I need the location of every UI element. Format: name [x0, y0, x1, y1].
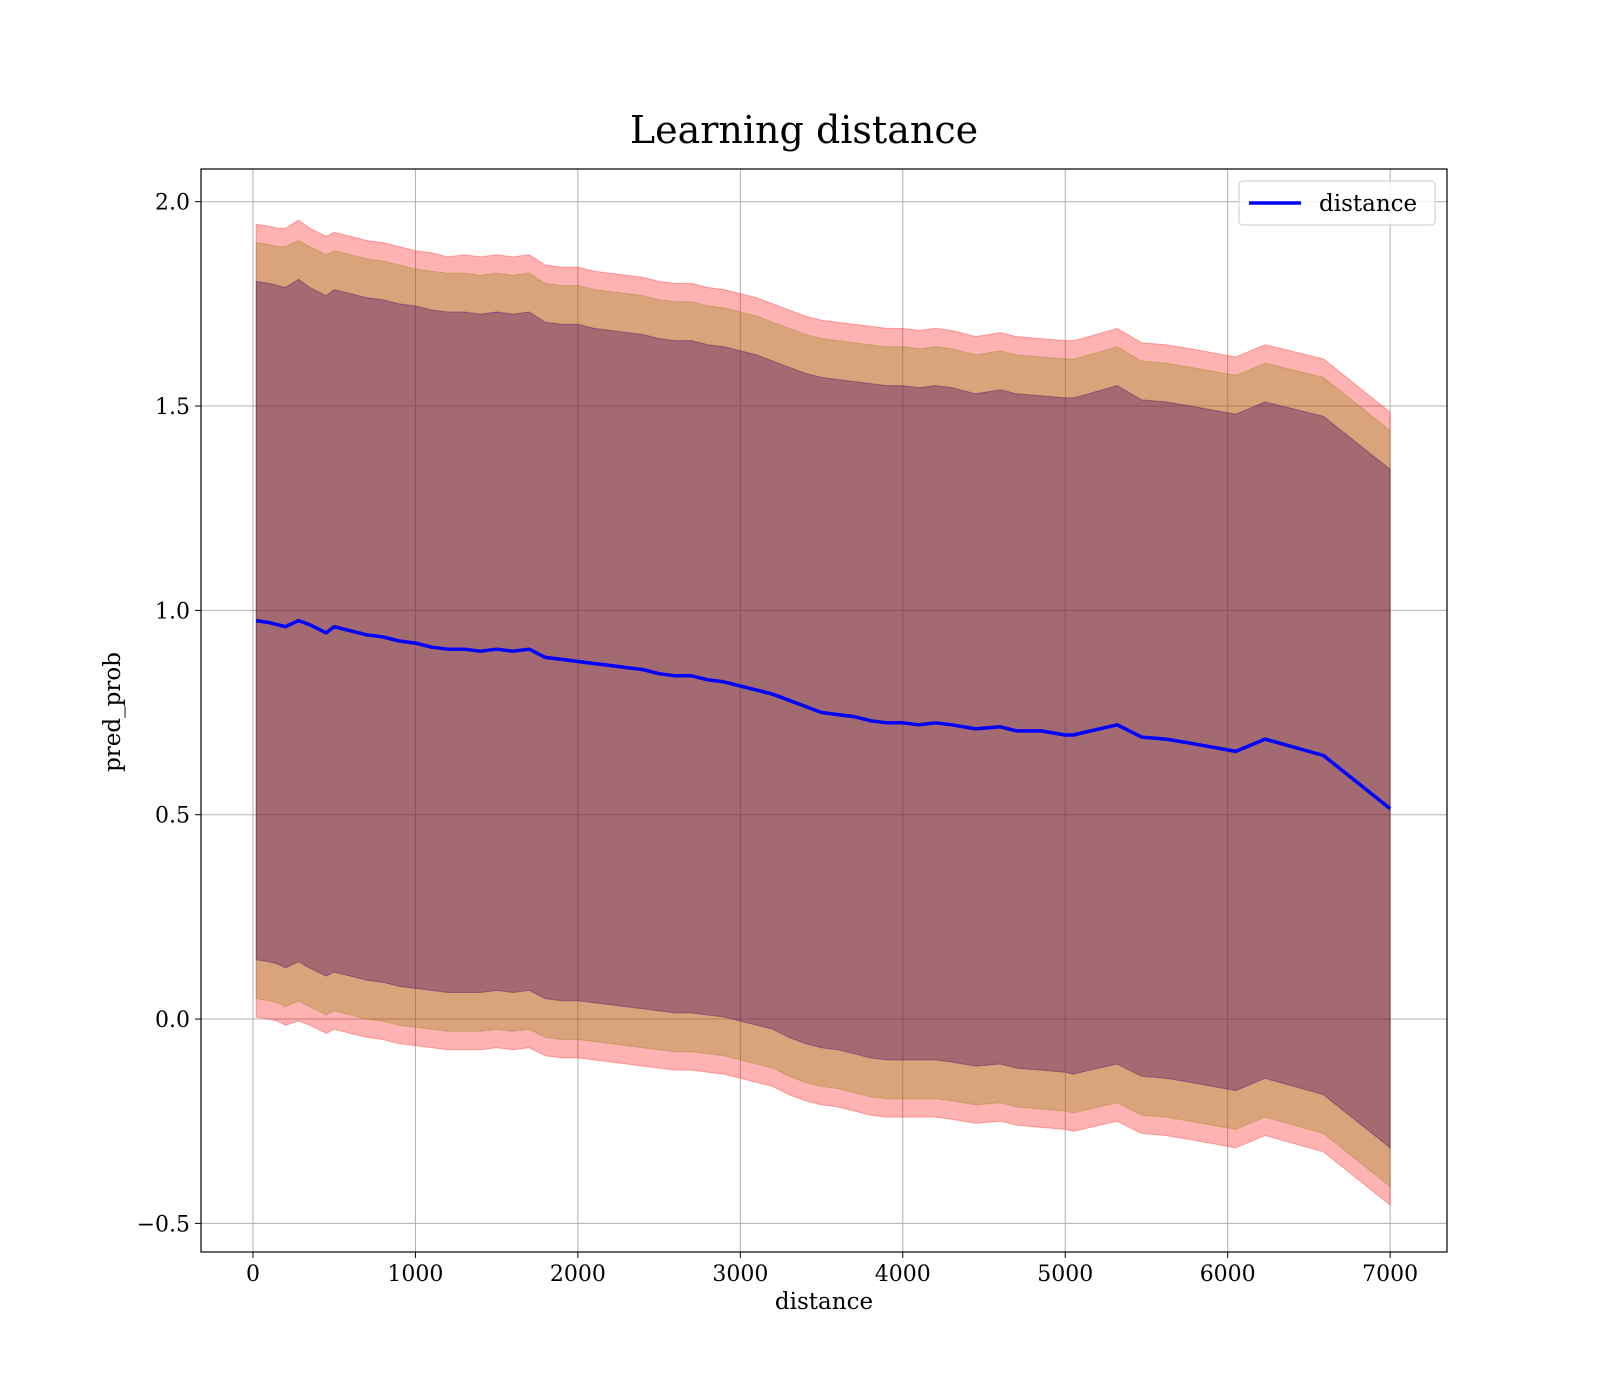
plot-frame [200, 168, 1448, 1253]
x-tick-label: 7000 [1362, 1262, 1418, 1287]
y-tick-label: 0.0 [155, 1008, 190, 1033]
x-tick-label: 3000 [712, 1262, 768, 1287]
x-tick-label: 6000 [1200, 1262, 1256, 1287]
y-axis-label: pred_prob [100, 652, 126, 772]
series-line-distance [255, 618, 1392, 810]
chart-title: Learning distance [630, 108, 978, 152]
y-tick-label: 0.5 [155, 804, 190, 829]
y-tick-label: 1.5 [155, 395, 190, 420]
series-lines [255, 618, 1392, 810]
legend: distance [1238, 180, 1436, 226]
legend-entry: distance [1319, 191, 1417, 217]
y-tick-label: −0.5 [137, 1212, 190, 1237]
x-tick-label: 0 [246, 1262, 260, 1287]
x-axis-ticks: 0 1000 2000 3000 4000 5000 6000 7000 [246, 1252, 1418, 1287]
y-axis-ticks: −0.5 0.0 0.5 1.0 1.5 2.0 [137, 191, 201, 1237]
y-tick-label: 1.0 [155, 599, 190, 624]
x-tick-label: 1000 [387, 1262, 443, 1287]
y-tick-label: 2.0 [155, 191, 190, 216]
x-tick-label: 2000 [550, 1262, 606, 1287]
x-tick-label: 5000 [1037, 1262, 1093, 1287]
legend-box [1238, 180, 1436, 226]
x-tick-label: 4000 [875, 1262, 931, 1287]
x-axis-label: distance [775, 1289, 873, 1315]
